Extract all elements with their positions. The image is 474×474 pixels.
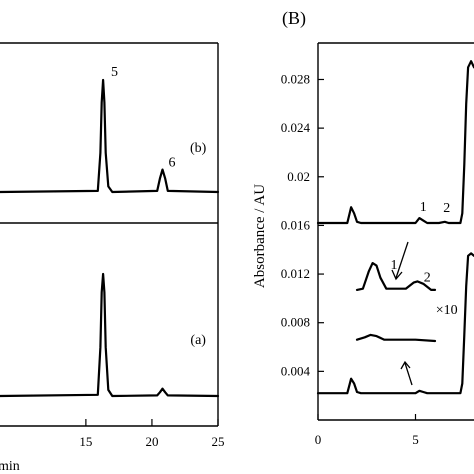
b-annotation: 1 bbox=[391, 258, 398, 273]
b-annotation: 1 bbox=[420, 200, 427, 215]
a-annotation: 5 bbox=[111, 65, 118, 80]
a-annotation: 6 bbox=[169, 156, 176, 171]
panel-a-traces bbox=[0, 78, 220, 398]
panel-a-xlabel-fragment: min bbox=[0, 459, 20, 474]
panel-a-x-ticks: 15 20 25 bbox=[79, 419, 225, 449]
b-x-tick-label: 5 bbox=[412, 432, 419, 447]
panel-b-ylabel: Absorbance / AU bbox=[252, 184, 268, 288]
b-y-tick-label: 0.008 bbox=[281, 315, 310, 330]
b-y-tick-label: 0.024 bbox=[281, 120, 311, 135]
b-y-tick-label: 0.02 bbox=[287, 169, 310, 184]
panel-b-title: (B) bbox=[282, 8, 306, 29]
panel-a-annotations: 5 6 (b) (a) bbox=[111, 65, 207, 348]
b-y-tick-label: 0.016 bbox=[281, 217, 311, 232]
panel-a: 15 20 25 5 6 (b) (a) min bbox=[0, 42, 225, 474]
b-annotation: 2 bbox=[443, 201, 450, 216]
panel-b-annotations: 1 2 1 2 ×10 bbox=[391, 200, 458, 318]
b-series-0-line bbox=[316, 60, 474, 225]
a-series-1-line bbox=[0, 272, 220, 398]
b-y-tick-label: 0.012 bbox=[281, 266, 310, 281]
b-y-tick-label: 0.028 bbox=[281, 71, 310, 86]
a-x-tick-label: 25 bbox=[212, 434, 225, 449]
a-x-tick-label: 20 bbox=[145, 434, 158, 449]
a-annotation: (a) bbox=[190, 333, 206, 348]
panel-b-arrow-1 bbox=[391, 241, 409, 281]
panel-b-arrow-2 bbox=[400, 360, 413, 386]
a-series-0-line bbox=[0, 78, 220, 194]
b-series-1-line bbox=[316, 252, 474, 395]
panel-b-traces bbox=[316, 60, 474, 395]
b-annotation: 2 bbox=[424, 270, 431, 285]
b-inset-1-line bbox=[355, 333, 437, 343]
panel-b-y-ticks: 0.004 0.008 0.012 0.016 0.02 0.024 0.028 bbox=[281, 71, 324, 378]
a-x-tick-label: 15 bbox=[79, 434, 92, 449]
a-annotation: (b) bbox=[190, 141, 207, 156]
b-annotation: ×10 bbox=[436, 303, 458, 318]
panel-b: (B) 0.004 0.008 0.012 0.016 0.02 0.024 0.028 0… bbox=[252, 8, 474, 447]
b-x-tick-label: 0 bbox=[315, 432, 322, 447]
b-y-tick-label: 0.004 bbox=[281, 363, 311, 378]
b-inset-0-line bbox=[355, 262, 437, 291]
